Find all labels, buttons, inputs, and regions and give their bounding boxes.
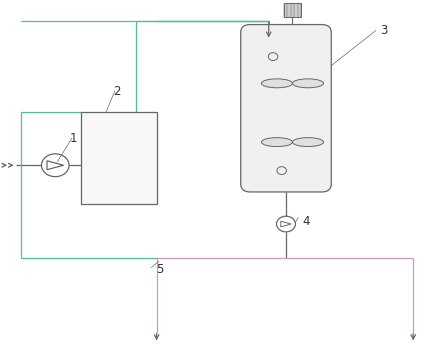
Bar bbox=[81, 112, 157, 204]
Ellipse shape bbox=[293, 79, 323, 88]
FancyBboxPatch shape bbox=[241, 24, 331, 192]
Ellipse shape bbox=[261, 137, 293, 146]
Text: 4: 4 bbox=[302, 215, 310, 228]
Ellipse shape bbox=[261, 79, 293, 88]
Text: 2: 2 bbox=[113, 85, 120, 98]
Bar bbox=[284, 3, 301, 18]
Text: 3: 3 bbox=[380, 24, 388, 37]
Text: 1: 1 bbox=[69, 132, 77, 145]
Ellipse shape bbox=[293, 137, 323, 146]
Text: 5: 5 bbox=[156, 263, 163, 276]
